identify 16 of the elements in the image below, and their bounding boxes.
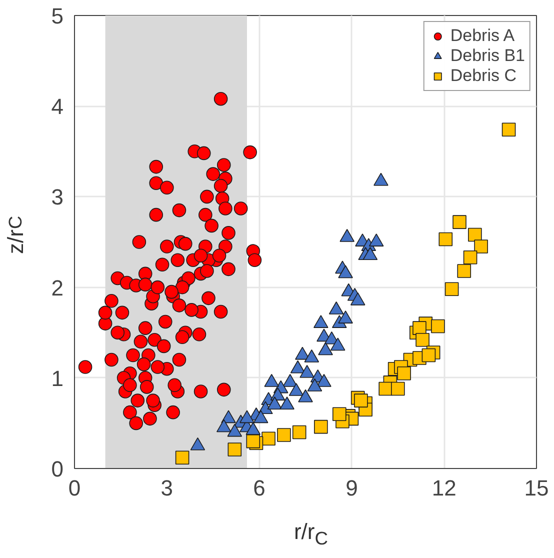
x-tick-label: 9: [346, 476, 358, 500]
y-tick-label: 4: [51, 94, 64, 120]
x-axis-title: r/r$_{C}$: [292, 518, 329, 550]
legend-label: Debris B1: [450, 46, 525, 66]
x-tick-label: 15: [524, 476, 549, 500]
legend-label: Debris A: [450, 26, 515, 46]
y-tick-label: 1: [51, 366, 64, 391]
x-tick-label: 3: [160, 476, 174, 500]
y-tick-label: 0: [51, 456, 64, 482]
y-tick-label: 5: [51, 4, 64, 28]
y-tick-label: 2: [51, 275, 64, 300]
x-tick-label: 0: [68, 476, 81, 500]
y-tick-label: 3: [51, 184, 64, 210]
x-tick-label: 6: [253, 476, 266, 500]
x-tick-label: 12: [432, 476, 456, 500]
legend-label: Debris C: [450, 66, 516, 86]
